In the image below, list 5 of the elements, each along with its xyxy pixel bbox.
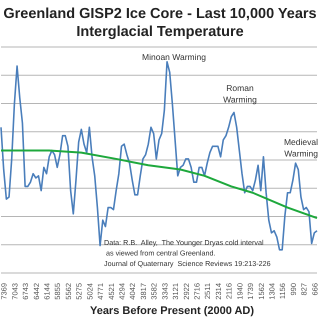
annotation: Medieval Warming <box>284 137 318 158</box>
annotation: Roman Warming <box>223 83 258 104</box>
annotation: Minoan Warming <box>142 52 206 62</box>
x-axis-title: Years Before Present (2000 AD) <box>90 305 254 317</box>
chart-title: Greenland GISP2 Ice Core - Last 10,000 Years Interglacial Temperature <box>3 6 317 40</box>
